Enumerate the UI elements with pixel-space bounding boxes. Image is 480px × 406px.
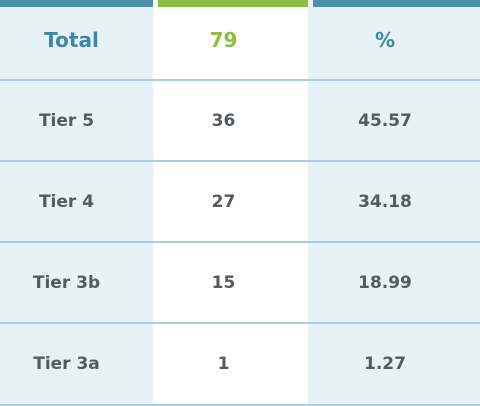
tier-label: Tier 3a bbox=[0, 324, 153, 406]
tier-count: 27 bbox=[153, 162, 308, 243]
column-accent-bar bbox=[0, 0, 153, 7]
tier-label: Tier 4 bbox=[0, 162, 153, 243]
tier-percent: 45.57 bbox=[308, 81, 480, 162]
tier-percent: 18.99 bbox=[308, 243, 480, 324]
tier-label: Tier 5 bbox=[0, 81, 153, 162]
tier-count: 1 bbox=[153, 324, 308, 406]
tier-count: 15 bbox=[153, 243, 308, 324]
tier-percent: 34.18 bbox=[308, 162, 480, 243]
total-count: 79 bbox=[153, 0, 308, 81]
column-accent-bar bbox=[158, 0, 308, 7]
column-accent-bar bbox=[313, 0, 480, 7]
tier-count: 36 bbox=[153, 81, 308, 162]
total-label: Total bbox=[0, 0, 153, 81]
tier-label: Tier 3b bbox=[0, 243, 153, 324]
tier-percent: 1.27 bbox=[308, 324, 480, 406]
percent-header: % bbox=[308, 0, 480, 81]
